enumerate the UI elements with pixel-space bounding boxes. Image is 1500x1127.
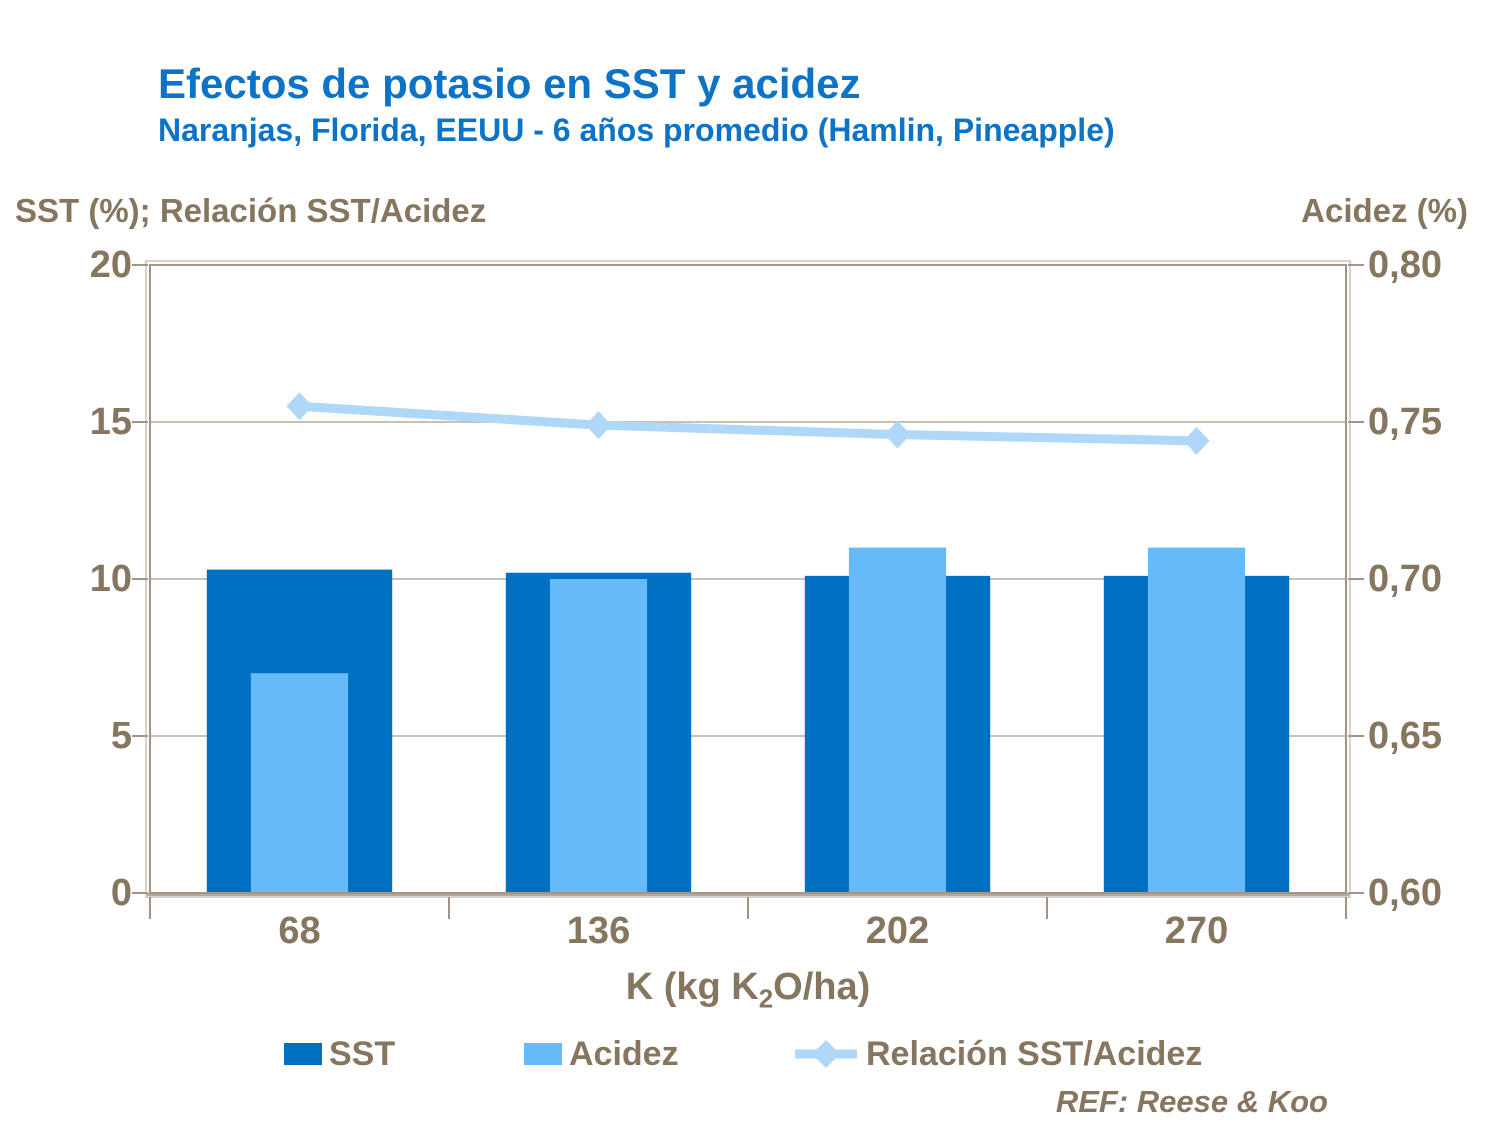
right-axis-tick-label: 0,60 (1368, 872, 1442, 914)
ratio-legend-marker (795, 1040, 857, 1068)
plot-frame (149, 264, 1347, 894)
right-axis-tick-label: 0,70 (1368, 558, 1442, 600)
ratio-marker (585, 411, 612, 440)
legend-item-sst: SST (284, 1032, 395, 1076)
x-axis-title: K (kg K2O/ha) (448, 966, 1048, 1015)
chart-subtitle: Naranjas, Florida, EEUU - 6 años promedi… (158, 112, 1115, 148)
left-axis-title: SST (%); Relación SST/Acidez (15, 192, 487, 229)
right-axis-tick-label: 0,80 (1368, 244, 1442, 286)
x-axis-category-label: 68 (278, 910, 321, 952)
plot-area (132, 260, 1364, 919)
x-axis-category-label: 270 (1164, 910, 1229, 952)
reference-note: REF: Reese & Koo (1055, 1084, 1328, 1119)
ratio-marker (1183, 426, 1210, 455)
x-axis-title-suffix: O/ha) (773, 966, 871, 1008)
chart-title: Efectos de potasio en SST y acidez (158, 60, 861, 107)
right-axis-title: Acidez (%) (1301, 192, 1468, 229)
acidez-bar (549, 579, 648, 893)
x-axis-title-prefix: K (kg K (625, 966, 759, 1008)
acidez-legend-label: Acidez (569, 1035, 679, 1073)
ratio-marker (884, 420, 911, 449)
sst-legend-swatch (284, 1043, 322, 1065)
left-axis-tick-label: 20 (89, 244, 132, 286)
x-axis-title-subscript: 2 (758, 983, 774, 1014)
left-axis-tick-label: 15 (89, 401, 132, 443)
ratio-marker (286, 392, 313, 421)
left-axis-tick-label: 5 (110, 715, 132, 757)
legend-item-acidez: Acidez (524, 1032, 679, 1076)
sst-legend-label: SST (329, 1035, 396, 1073)
legend-item-ratio: Relación SST/Acidez (793, 1032, 1202, 1076)
acidez-bar (848, 547, 947, 893)
left-axis-tick-label: 10 (89, 558, 132, 600)
acidez-bar (250, 673, 349, 893)
x-axis-line (146, 893, 1350, 898)
x-axis-category-label: 202 (865, 910, 930, 952)
right-axis-tick-label: 0,75 (1368, 401, 1442, 443)
x-axis-category-label: 136 (566, 910, 631, 952)
ratio-legend-label: Relación SST/Acidez (866, 1035, 1203, 1073)
left-axis-tick-label: 0 (110, 872, 132, 914)
acidez-legend-swatch (524, 1043, 562, 1065)
acidez-bar (1147, 547, 1246, 893)
right-axis-tick-label: 0,65 (1368, 715, 1442, 757)
ratio-line (299, 401, 1197, 446)
